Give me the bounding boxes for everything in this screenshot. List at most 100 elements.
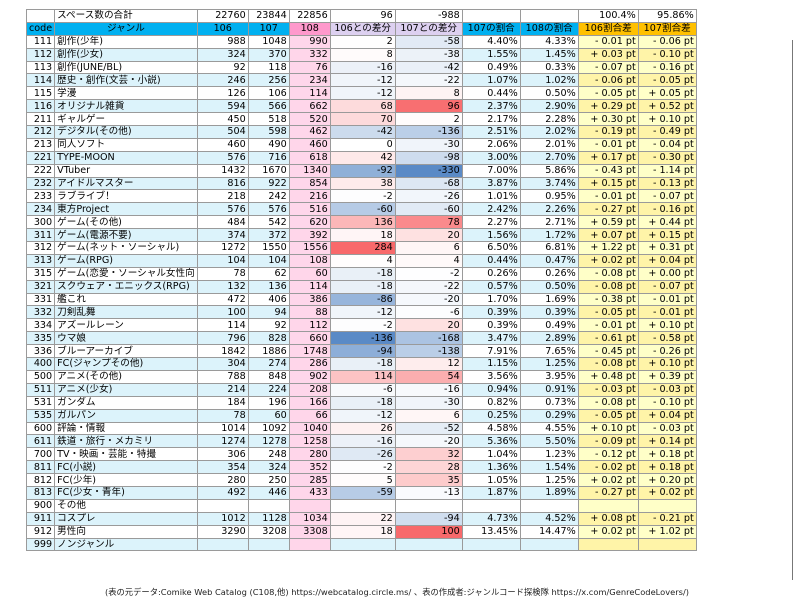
cell-pct-106: + 0.48 pt xyxy=(577,369,639,384)
cell-ratio-107: 0.25% xyxy=(461,408,521,423)
table-row: 313 ゲーム(RPG) 104 104 108 4 4 0.44% 0.47% + 0.02 p… xyxy=(25,253,697,268)
cell-pct-107: - 0.01 pt xyxy=(637,292,697,307)
header-code: code xyxy=(25,21,56,36)
cell-v106: 184 xyxy=(196,395,249,410)
cell-code: 114 xyxy=(25,73,56,88)
table-row: 900 その他 xyxy=(25,498,697,513)
cell-v108: 216 xyxy=(288,189,331,204)
cell-ratio-108: 0.47% xyxy=(519,253,579,268)
cell-pct-107: + 0.44 pt xyxy=(637,215,697,230)
cell-diff-106: 18 xyxy=(329,524,396,539)
cell-diff-106: -18 xyxy=(329,357,396,371)
table-row: 311 ゲーム(電源不要) 374 372 392 18 20 1.56% 1.72% + 0.0… xyxy=(25,228,697,243)
table-row: 315 ゲーム(恋愛・ソーシャル女性向 78 62 60 -18 -2 0.26% 0.26% -… xyxy=(25,266,697,281)
cell-diff-106: -60 xyxy=(329,202,396,217)
cell-v106 xyxy=(196,498,249,513)
cell-ratio-108: 2.28% xyxy=(519,112,579,127)
table-row: 500 アニメ(その他) 788 848 902 114 54 3.56% 3.95% + 0.4… xyxy=(25,369,697,384)
cell-ratio-107 xyxy=(461,537,521,552)
cell-diff-107: 12 xyxy=(394,357,463,371)
cell-diff-106: 284 xyxy=(329,241,396,255)
cell-v107: 716 xyxy=(247,150,290,165)
cell-ratio-108: 0.50% xyxy=(519,279,579,294)
cell-v108: 618 xyxy=(288,150,331,165)
cell-ratio-108: 1.25% xyxy=(519,357,579,371)
cell-pct-107: - 0.06 pt xyxy=(637,34,697,49)
cell-diff-107: -168 xyxy=(394,331,463,346)
cell-diff-106: -26 xyxy=(329,447,396,462)
header-row: code ジャンル 106 107 108 106との差分 107との差分 10… xyxy=(25,21,697,36)
cell-code: 212 xyxy=(25,125,56,139)
cell-ratio-107: 1.87% xyxy=(461,485,521,500)
cell-code: 312 xyxy=(25,241,56,255)
cell-v106: 306 xyxy=(196,447,249,462)
cell-code: 113 xyxy=(25,60,56,75)
cell-v108: 88 xyxy=(288,305,331,320)
cell-pct-107: - 0.16 pt xyxy=(637,60,697,75)
cell-pct-107: - 0.07 pt xyxy=(637,279,697,294)
header-pct-107: 107割合差 xyxy=(637,21,697,36)
table-row: 111 創作(少年) 988 1048 990 2 -58 4.40% 4.33% - 0.01 … xyxy=(25,34,697,49)
cell-ratio-108: 0.39% xyxy=(519,305,579,320)
cell-diff-106: -12 xyxy=(329,305,396,320)
cell-code: 111 xyxy=(25,34,56,49)
cell-v108: 460 xyxy=(288,137,331,152)
cell-pct-107: - 0.07 pt xyxy=(637,189,697,204)
cell-code: 115 xyxy=(25,86,56,101)
table-row: 700 TV・映画・芸能・特撮 306 248 280 -26 32 1.04% 1.23% - … xyxy=(25,447,697,462)
cell-diff-107: -6 xyxy=(394,305,463,320)
cell-diff-106: -94 xyxy=(329,344,396,359)
cell-pct-106: + 0.15 pt xyxy=(577,176,639,191)
cell-genre: ラブライブ！ xyxy=(54,189,198,204)
cell-diff-107: 96 xyxy=(394,99,463,114)
cell-pct-106: + 0.03 pt xyxy=(577,47,639,62)
cell-pct-106: + 0.30 pt xyxy=(577,112,639,127)
cell-code: 335 xyxy=(25,331,56,346)
cell-ratio-108: 3.74% xyxy=(519,176,579,191)
cell-code: 221 xyxy=(25,150,56,165)
cell-code: 311 xyxy=(25,228,56,243)
cell-pct-106: - 0.07 pt xyxy=(577,60,639,75)
cell-diff-107: -16 xyxy=(394,382,463,397)
cell-diff-106: -92 xyxy=(329,163,396,178)
cell-code: 332 xyxy=(25,305,56,320)
cell-diff-107: 2 xyxy=(394,112,463,127)
cell-v107: 94 xyxy=(247,305,290,320)
cell-v107: 542 xyxy=(247,215,290,230)
cell-v108: 280 xyxy=(288,447,331,462)
table-row: 511 アニメ(少女) 214 224 208 -6 -16 0.94% 0.91% - 0.03… xyxy=(25,382,697,397)
cell-v107: 248 xyxy=(247,447,290,462)
cell-pct-106: - 0.08 pt xyxy=(577,357,639,371)
cell-ratio-107: 1.01% xyxy=(461,189,521,204)
cell-ratio-108: 2.71% xyxy=(519,215,579,230)
cell-ratio-107: 5.36% xyxy=(461,434,521,449)
header-106: 106 xyxy=(196,21,249,36)
cell-ratio-107: 4.40% xyxy=(461,34,521,49)
cell-diff-106: -86 xyxy=(329,292,396,307)
cell-pct-107: + 0.10 pt xyxy=(637,112,697,127)
summary-107: 23844 xyxy=(247,9,290,23)
cell-v107: 1092 xyxy=(247,421,290,436)
cell-v106: 504 xyxy=(196,125,249,139)
cell-ratio-107: 0.44% xyxy=(461,253,521,268)
cell-pct-107: - 0.21 pt xyxy=(637,511,697,526)
cell-v108: 114 xyxy=(288,279,331,294)
cell-diff-106: -12 xyxy=(329,86,396,101)
cell-ratio-107: 4.58% xyxy=(461,421,521,436)
cell-v107: 1128 xyxy=(247,511,290,526)
cell-v108: 234 xyxy=(288,73,331,88)
cell-v107: 922 xyxy=(247,176,290,191)
table-row: 331 艦これ 472 406 386 -86 -20 1.70% 1.69% - 0.38 pt… xyxy=(25,292,697,307)
cell-v107: 3208 xyxy=(247,524,290,539)
cell-ratio-108 xyxy=(519,537,579,552)
cell-diff-107: 6 xyxy=(394,241,463,255)
table-row: 213 同人ソフト 460 490 460 0 -30 2.06% 2.01% - 0.01 pt… xyxy=(25,137,697,152)
cell-genre: 創作(少女) xyxy=(54,47,198,62)
cell-v108: 352 xyxy=(288,460,331,475)
cell-diff-107: -60 xyxy=(394,202,463,217)
summary-row: スペース数の合計 22760 23844 22856 96 -988 100.4… xyxy=(25,9,697,23)
cell-ratio-107: 13.45% xyxy=(461,524,521,539)
cell-genre: アイドルマスター xyxy=(54,176,198,191)
cell-diff-106: 4 xyxy=(329,253,396,268)
cell-code: 511 xyxy=(25,382,56,397)
